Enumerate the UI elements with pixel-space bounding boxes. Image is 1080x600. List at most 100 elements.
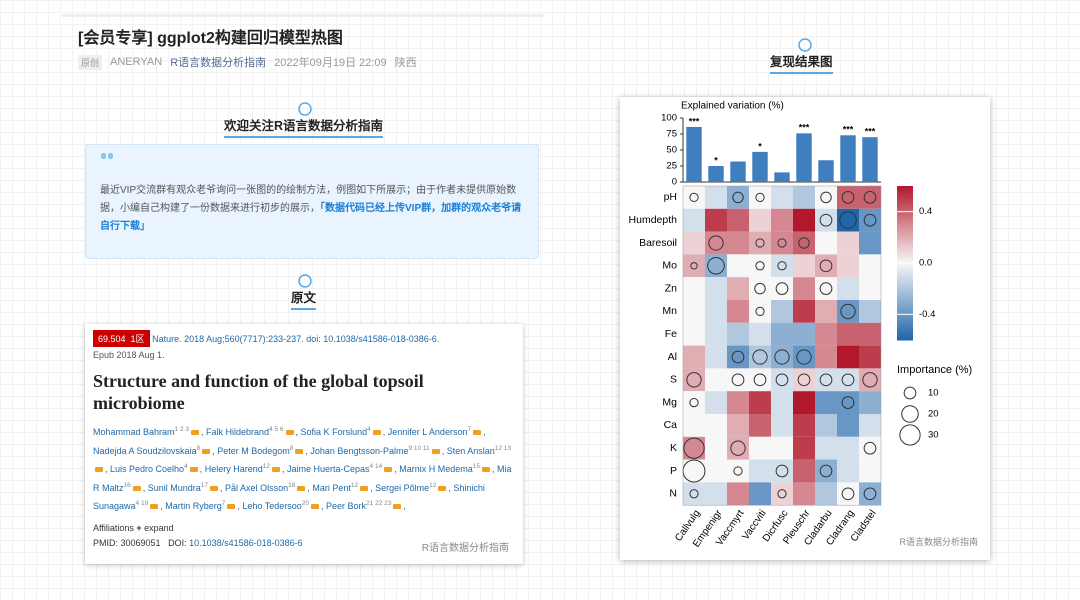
importance-circle: [841, 373, 855, 387]
heat-cell: [705, 436, 727, 460]
author[interactable]: Sergei Põlme: [375, 482, 430, 493]
heat-cell: [815, 208, 837, 232]
row-label: K: [670, 442, 677, 454]
author-affil: 15: [472, 463, 480, 470]
importance-circle: [754, 282, 766, 295]
heat-cell: [727, 254, 749, 278]
heat-cell: [859, 482, 881, 506]
heat-cell: [837, 459, 859, 483]
heat-cell: [793, 322, 815, 346]
colorbar-step: [897, 283, 913, 287]
colorbar-step: [897, 232, 913, 236]
heat-cell: [837, 368, 859, 392]
heat-cell: [815, 231, 837, 255]
author-affil: 4: [367, 426, 371, 433]
colorbar-step: [897, 298, 913, 302]
heat-cell: [771, 322, 793, 346]
author[interactable]: Leho Tedersoo: [242, 501, 302, 511]
colorbar-step: [897, 209, 913, 213]
author[interactable]: Luis Pedro Coelho: [110, 464, 185, 474]
author[interactable]: Sunil Mundra: [147, 482, 201, 493]
heat-cell: [749, 368, 771, 392]
affiliations-row: Affiliations + expand: [93, 522, 174, 533]
author-affil: 4 14: [369, 463, 383, 470]
row-label: Baresoil: [639, 237, 677, 249]
author[interactable]: Falk Hildebrand: [206, 427, 270, 437]
author[interactable]: Marnix H Medema: [399, 464, 473, 474]
size-legend-label: 20: [928, 409, 939, 420]
heat-cell: [705, 345, 727, 369]
bar: [840, 135, 856, 182]
heat-cell: [705, 482, 727, 506]
heat-cell: [815, 186, 837, 209]
author[interactable]: Pål Axel Olsson: [225, 482, 289, 493]
author-icon: [95, 467, 103, 472]
heat-cell: [705, 322, 727, 346]
importance-circle: [863, 487, 877, 501]
author-affil: 1 2 3: [174, 426, 190, 433]
expand[interactable]: expand: [144, 522, 174, 533]
importance-circle: [862, 372, 878, 388]
heat-cell: [683, 436, 705, 460]
meta-account[interactable]: R语言数据分析指南: [170, 57, 267, 69]
author-icon: [297, 485, 306, 491]
heat-cell: [727, 322, 749, 346]
author[interactable]: Sofia K Forslund: [300, 427, 368, 437]
author[interactable]: Helery Harend: [204, 464, 263, 474]
author[interactable]: Martin Ryberg: [165, 501, 222, 511]
meta-author: ANERYAN: [110, 56, 163, 68]
heat-cell: [705, 414, 727, 437]
author[interactable]: Nadejda A Soudzilovskaia: [93, 445, 197, 456]
importance-circle: [689, 192, 699, 203]
author-affil: 12 13: [494, 444, 512, 452]
colorbar-step: [897, 263, 913, 267]
heat-cell: [683, 345, 705, 369]
author[interactable]: Mia R Maltz: [93, 464, 512, 493]
colorbar-step: [897, 206, 913, 210]
head-icon: [298, 274, 312, 288]
colorbar-step: [897, 275, 913, 279]
colorbar-step: [897, 219, 913, 223]
importance-circle: [775, 373, 789, 387]
heat-cell: [683, 368, 705, 392]
size-legend-label: 30: [928, 430, 939, 441]
author-icon: [384, 467, 393, 472]
author[interactable]: Peter M Bodegom: [217, 445, 290, 456]
importance-circle: [775, 282, 789, 295]
colorbar-step: [897, 337, 913, 341]
heat-cell: [683, 208, 705, 232]
heat-cell: [793, 208, 815, 232]
row-label: Fe: [665, 328, 677, 340]
importance-circle: [708, 235, 724, 251]
heat-cell: [815, 436, 837, 460]
author[interactable]: Mari Pent: [312, 482, 351, 493]
bar: [686, 126, 702, 182]
author-icon: [189, 467, 198, 472]
doi[interactable]: 10.1038/s41586-018-0386-6: [189, 537, 303, 548]
author[interactable]: Shinichi Sunagawa: [93, 482, 485, 512]
colorbar-step: [897, 270, 913, 274]
author-affil: 4: [184, 463, 188, 470]
heat-cell: [793, 231, 815, 255]
heat-cell: [859, 208, 881, 232]
article-meta: 原创 ANERYAN R语言数据分析指南 2022年09月19日 22:09 陕…: [78, 54, 417, 70]
author[interactable]: Mohammad Bahram: [93, 427, 175, 437]
colorbar-step: [897, 252, 913, 256]
colorbar-step: [897, 296, 913, 300]
author-affil: 12: [350, 481, 359, 489]
bar: [862, 137, 878, 182]
heat-cell: [859, 345, 881, 369]
heat-cell: [705, 208, 727, 232]
author[interactable]: Peer Bork: [326, 501, 367, 511]
author-icon: [360, 485, 369, 491]
colorbar-step: [897, 186, 913, 190]
author[interactable]: Jaime Huerta-Cepas: [287, 464, 370, 474]
author[interactable]: Sten Anslan: [446, 445, 495, 456]
y-tick-label: 0: [672, 177, 677, 188]
author[interactable]: Johan Bengtsson-Palme: [310, 445, 409, 456]
author[interactable]: Jennifer L Anderson: [387, 427, 468, 437]
row-label: Humdepth: [629, 214, 678, 226]
colorbar-step: [897, 324, 913, 328]
citation[interactable]: Nature. 2018 Aug;560(7717):233-237. doi:…: [152, 334, 440, 344]
